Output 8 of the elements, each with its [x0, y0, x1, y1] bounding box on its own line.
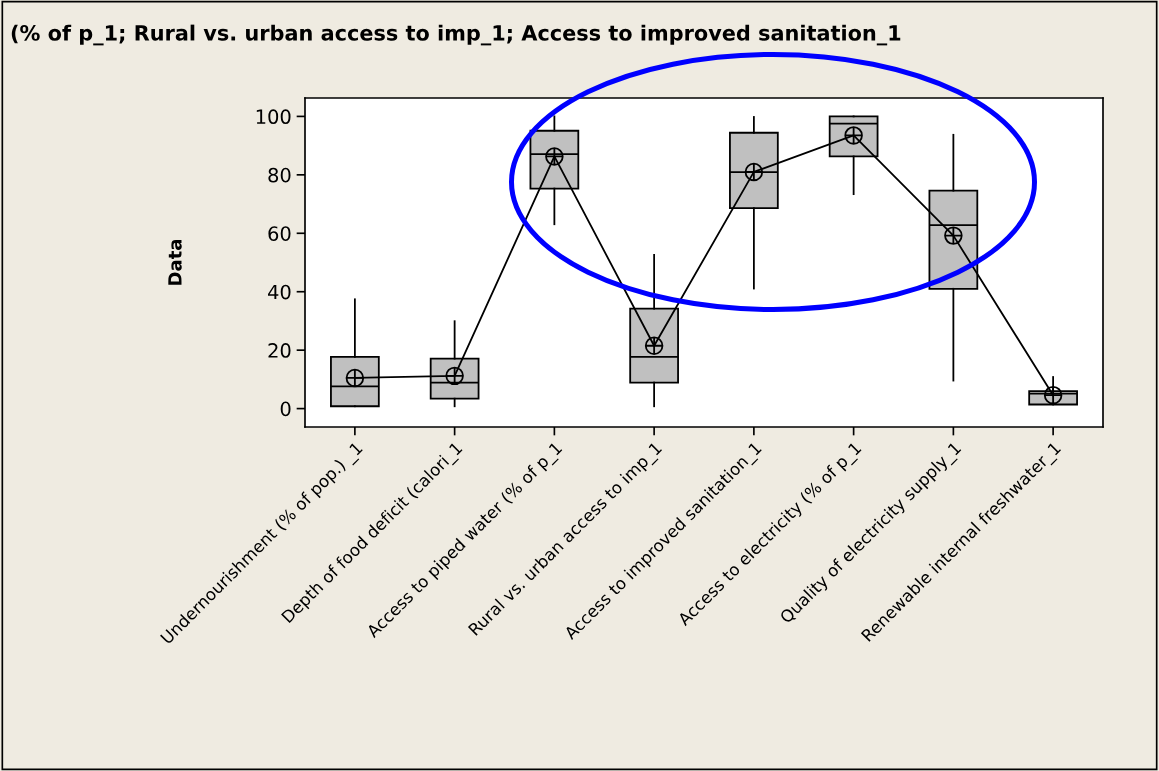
y-tick-label: 60	[268, 226, 291, 241]
y-axis-title: Data	[168, 239, 182, 285]
y-tick-label: 100	[256, 109, 291, 125]
y-tick-label: 40	[268, 284, 291, 300]
chart-title: (% of p_1; Rural vs. urban access to imp_1; Access to improved sanitation_1	[11, 24, 901, 46]
y-tick-label: 80	[268, 167, 291, 183]
y-tick-label: 0	[280, 401, 291, 417]
y-tick-label: 20	[268, 343, 291, 358]
